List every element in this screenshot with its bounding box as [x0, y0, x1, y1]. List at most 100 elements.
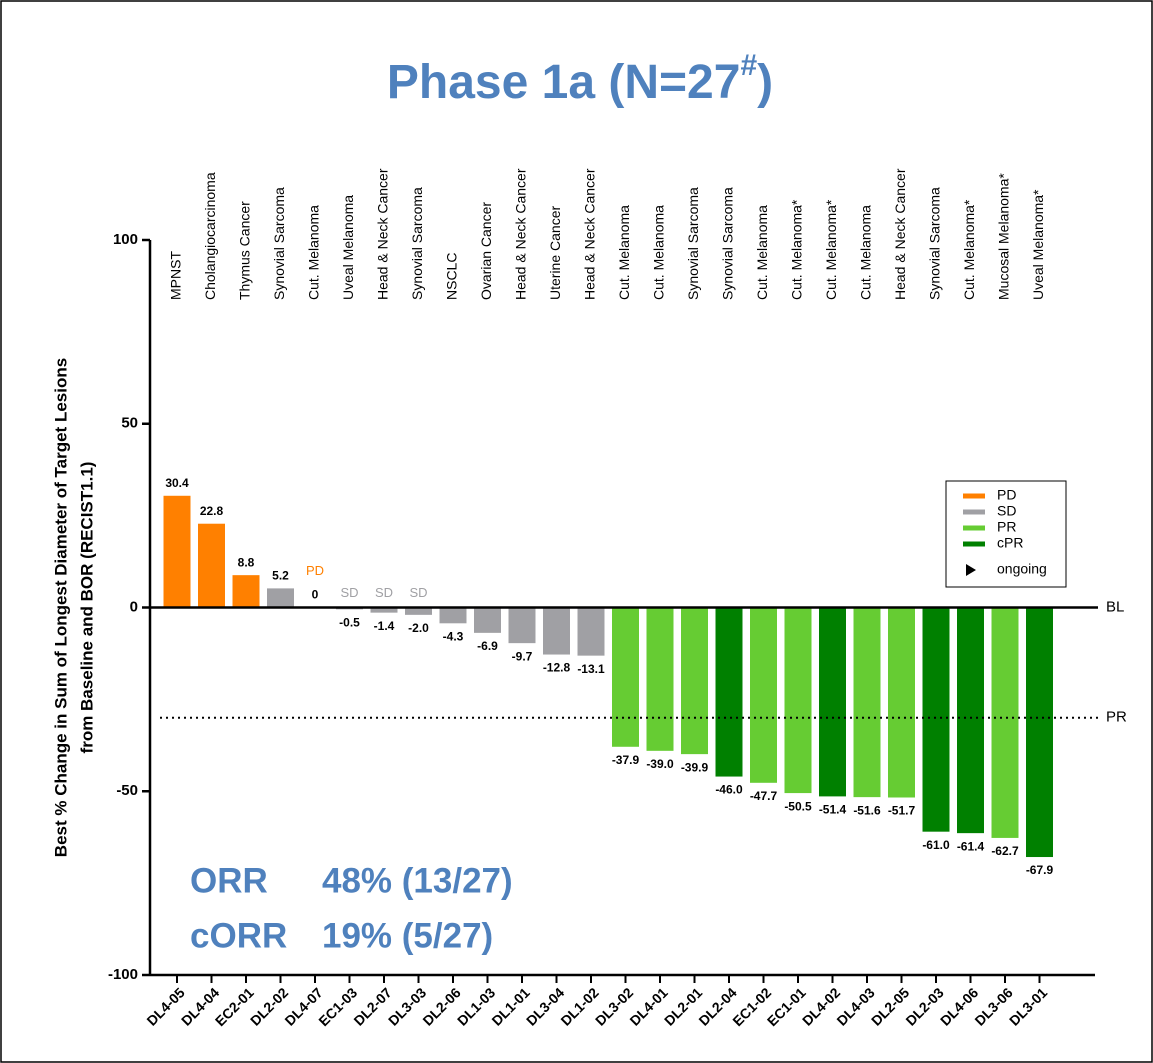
- bar: [232, 575, 260, 608]
- tumor-type-label: Uterine Cancer: [547, 206, 563, 300]
- legend-marker: [966, 564, 976, 576]
- bar: [543, 607, 570, 655]
- data-label: -61.4: [957, 839, 985, 853]
- bar: [439, 607, 467, 624]
- bar: [819, 607, 846, 797]
- bar: [267, 588, 294, 608]
- data-label: 5.2: [272, 569, 289, 583]
- data-label: -51.7: [888, 804, 916, 818]
- tumor-type-label: Head & Neck Cancer: [892, 168, 908, 300]
- data-label: 8.8: [238, 555, 255, 569]
- tumor-type-label: Synovial Sarcoma: [271, 187, 287, 300]
- legend-label: PR: [997, 519, 1016, 535]
- status-label: SD: [340, 585, 358, 600]
- status-label: SD: [409, 585, 427, 600]
- bar: [715, 607, 743, 777]
- data-label: -9.7: [512, 649, 533, 663]
- data-label: -12.8: [543, 661, 571, 675]
- y-axis-label: from Baseline and BOR (RECIST1.1): [77, 462, 96, 754]
- bar: [474, 607, 501, 633]
- y-tick-label: 50: [121, 415, 138, 432]
- tumor-type-label: Synovial Sarcoma: [685, 187, 701, 300]
- bar: [577, 607, 605, 656]
- tumor-type-label: Mucosal Melanoma*: [996, 173, 1012, 300]
- tumor-type-label: Cut. Melanoma: [754, 205, 770, 300]
- bar: [508, 607, 536, 644]
- y-tick-label: 100: [113, 231, 138, 248]
- bar: [612, 607, 639, 747]
- data-label: -6.9: [477, 639, 498, 653]
- tumor-type-label: Cut. Melanoma: [651, 205, 667, 300]
- annotation: 19% (5/27): [322, 916, 493, 955]
- bar: [784, 607, 812, 794]
- data-label: 0: [312, 588, 319, 602]
- bar: [957, 607, 984, 834]
- data-label: 22.8: [200, 504, 224, 518]
- tumor-type-label: Head & Neck Cancer: [582, 168, 598, 300]
- bar: [370, 607, 398, 613]
- tumor-type-label: Cut. Melanoma*: [961, 199, 977, 300]
- data-label: -47.7: [750, 789, 778, 803]
- status-label: PD: [306, 563, 324, 578]
- data-label: -51.4: [819, 803, 847, 817]
- status-label: SD: [375, 585, 393, 600]
- legend-label: ongoing: [997, 561, 1047, 577]
- bar: [405, 607, 432, 615]
- bar: [198, 523, 225, 608]
- data-label: -39.9: [681, 760, 709, 774]
- chart-title: Phase 1a (N=27#): [387, 49, 773, 109]
- tumor-type-label: Uveal Melanoma: [340, 195, 356, 300]
- bar: [681, 607, 708, 755]
- tumor-type-label: Cut. Melanoma*: [789, 199, 805, 300]
- bar: [991, 607, 1019, 838]
- tumor-type-label: Synovial Sarcoma: [927, 187, 943, 300]
- data-label: -50.5: [784, 799, 812, 813]
- data-label: -13.1: [577, 662, 605, 676]
- bar: [1026, 607, 1053, 858]
- tumor-type-label: MPNST: [168, 251, 184, 300]
- bar: [853, 607, 881, 798]
- tumor-type-label: Cut. Melanoma*: [823, 199, 839, 300]
- tumor-type-label: Cut. Melanoma: [858, 205, 874, 300]
- tumor-type-label: Thymus Cancer: [237, 201, 253, 300]
- bar: [163, 495, 191, 608]
- y-tick-label: 0: [130, 598, 138, 615]
- tumor-type-label: Cut. Melanoma: [616, 205, 632, 300]
- bar: [646, 607, 674, 751]
- data-label: -1.4: [374, 619, 395, 633]
- data-label: -51.6: [853, 803, 881, 817]
- data-label: -39.0: [646, 757, 674, 771]
- data-label: -4.3: [443, 629, 464, 643]
- tumor-type-label: Synovial Sarcoma: [720, 187, 736, 300]
- tumor-type-label: NSCLC: [444, 253, 460, 300]
- bar: [750, 607, 777, 783]
- tumor-type-label: Cholangiocarcinoma: [202, 172, 218, 300]
- tumor-type-label: Head & Neck Cancer: [375, 168, 391, 300]
- tumor-type-label: Cut. Melanoma: [306, 205, 322, 300]
- data-label: -67.9: [1026, 863, 1054, 877]
- reference-label: BL: [1106, 598, 1124, 615]
- y-tick-label: -50: [116, 782, 138, 799]
- legend-label: PD: [997, 487, 1016, 503]
- bar: [888, 607, 915, 798]
- bar: [922, 607, 950, 832]
- data-label: -0.5: [339, 616, 360, 630]
- y-axis-label: Best % Change in Sum of Longest Diameter…: [51, 358, 70, 857]
- y-tick-label: -100: [108, 966, 138, 983]
- tumor-type-label: Ovarian Cancer: [478, 202, 494, 300]
- annotation: cORR: [190, 916, 287, 955]
- tumor-type-label: Head & Neck Cancer: [513, 168, 529, 300]
- legend-label: SD: [997, 503, 1016, 519]
- tumor-type-label: Uveal Melanoma*: [1030, 189, 1046, 300]
- data-label: 30.4: [165, 476, 189, 490]
- annotation: ORR: [190, 861, 268, 900]
- data-label: -46.0: [715, 783, 743, 797]
- data-label: -37.9: [612, 753, 640, 767]
- tumor-type-label: Synovial Sarcoma: [409, 187, 425, 300]
- reference-label: PR: [1106, 709, 1127, 726]
- data-label: -2.0: [408, 621, 429, 635]
- data-label: -61.0: [922, 838, 950, 852]
- data-label: -62.7: [991, 844, 1019, 858]
- annotation: 48% (13/27): [322, 861, 513, 900]
